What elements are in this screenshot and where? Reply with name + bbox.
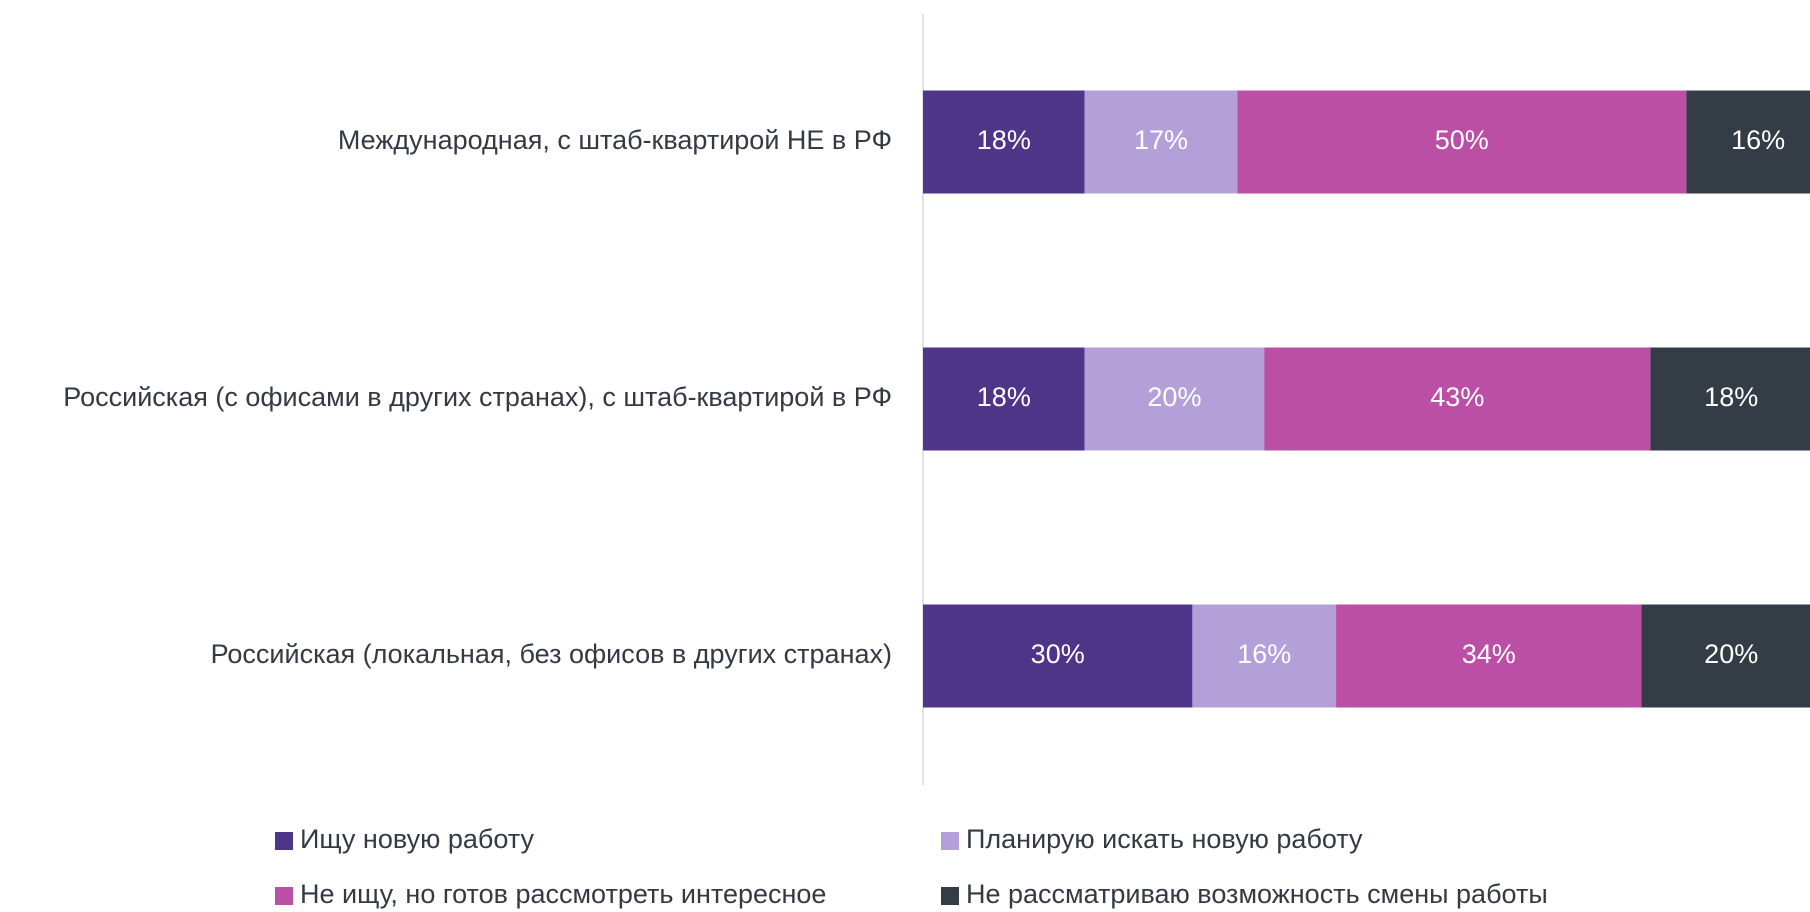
legend-swatch (941, 887, 959, 905)
data-label: 34% (1462, 639, 1516, 669)
category-label: Международная, с штаб-квартирой НЕ в РФ (338, 125, 892, 155)
data-label: 20% (1704, 639, 1758, 669)
bar-segment (1686, 90, 1810, 194)
bar-segment (1336, 604, 1642, 708)
bar-segment (1650, 347, 1810, 451)
bar-segment (1641, 604, 1810, 708)
data-label: 43% (1430, 382, 1484, 412)
category-label: Российская (локальная, без офисов в друг… (211, 639, 892, 669)
bar-segment (923, 604, 1193, 708)
bar-segment (1084, 347, 1265, 451)
bar-segment (1237, 90, 1687, 194)
legend-label: Ищу новую работу (300, 824, 534, 854)
bar-segment (1084, 90, 1238, 194)
bar-segment (1264, 347, 1651, 451)
data-label: 18% (977, 125, 1031, 155)
bar-segment (923, 347, 1085, 451)
legend-label: Не рассматриваю возможность смены работы (966, 879, 1548, 909)
data-label: 18% (1704, 382, 1758, 412)
legend-swatch (275, 832, 293, 850)
data-label: 30% (1031, 639, 1085, 669)
data-label: 20% (1147, 382, 1201, 412)
category-label: Российская (с офисами в других странах),… (63, 382, 892, 412)
data-label: 50% (1435, 125, 1489, 155)
legend-swatch (941, 832, 959, 850)
bar-segment (923, 90, 1085, 194)
legend-swatch (275, 887, 293, 905)
data-label: 18% (977, 382, 1031, 412)
data-label: 17% (1134, 125, 1188, 155)
legend-label: Планирую искать новую работу (966, 824, 1363, 854)
legend-label: Не ищу, но готов рассмотреть интересное (300, 879, 826, 909)
bar-segment (1192, 604, 1337, 708)
data-label: 16% (1731, 125, 1785, 155)
data-label: 16% (1237, 639, 1291, 669)
